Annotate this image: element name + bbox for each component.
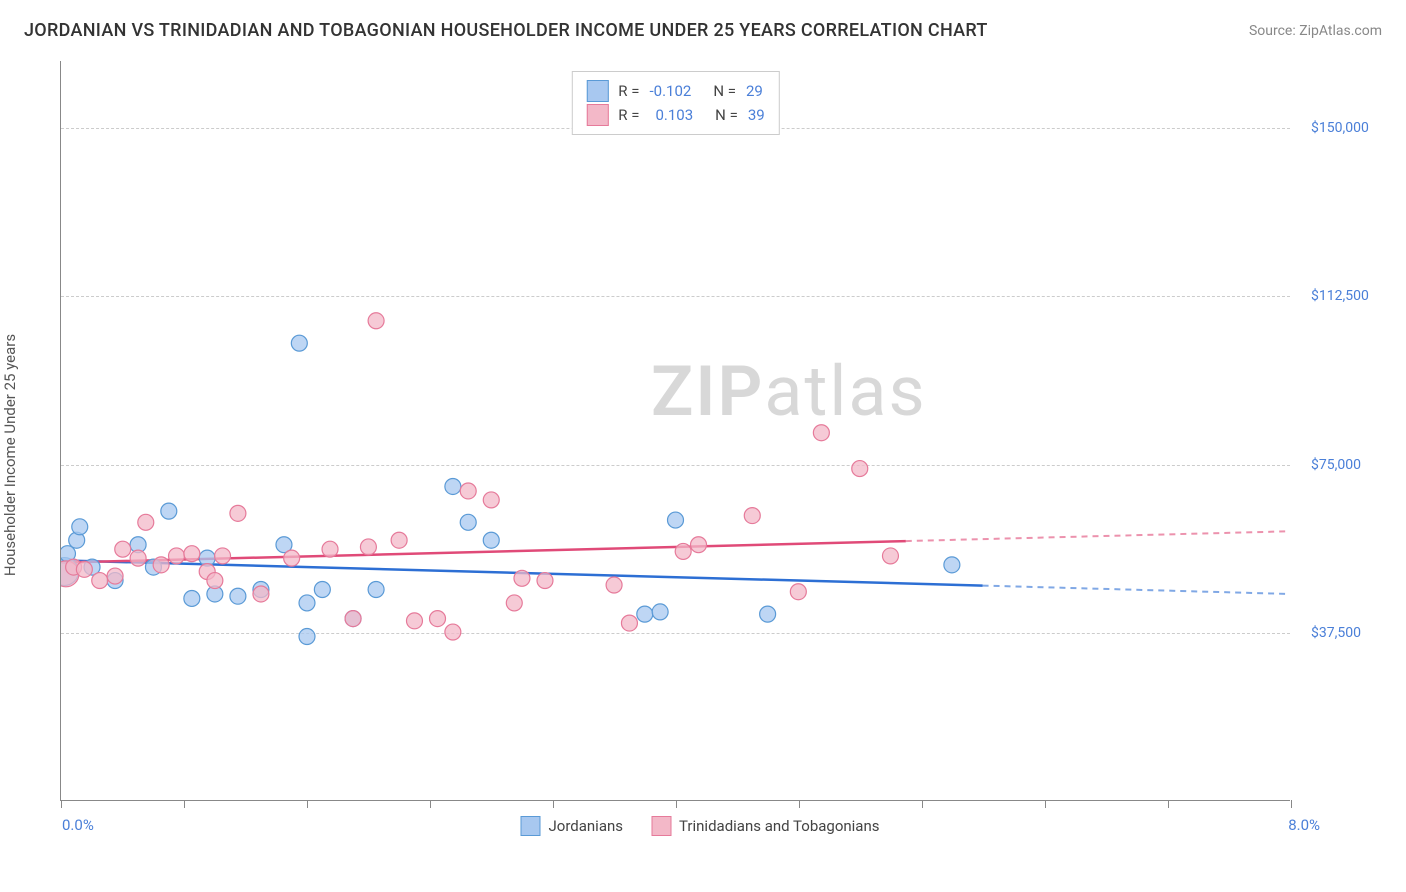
legend-bottom-swatch-blue [521,816,541,836]
x-tick [676,800,677,808]
data-point [72,519,88,535]
data-point [391,532,407,548]
trend-line-dashed [906,531,1290,541]
data-point [299,629,315,645]
legend-r-label-2: R = [618,106,639,124]
data-point [360,539,376,555]
data-point [322,541,338,557]
data-point [299,595,315,611]
y-tick-label: $112,500 [1311,288,1369,304]
legend-r-value-2: 0.103 [655,106,693,124]
data-point [207,573,223,589]
y-tick-label: $75,000 [1311,457,1361,473]
x-max-label: 8.0% [1288,816,1320,834]
legend-correlation: R = -0.102 N = 29 R = 0.103 N = 39 [571,71,779,135]
legend-swatch-pink [586,104,608,126]
data-point [284,550,300,566]
legend-bottom-label-2: Trinidadians and Tobagonians [679,817,879,835]
x-tick [922,800,923,808]
data-point [483,492,499,508]
x-tick [1291,800,1292,808]
legend-bottom: Jordanians Trinidadians and Tobagonians [521,816,880,836]
data-point [184,590,200,606]
x-tick [307,800,308,808]
data-point [637,606,653,622]
data-point [345,611,361,627]
data-point [107,568,123,584]
data-point [537,573,553,589]
data-point [153,557,169,573]
trend-line-dashed [983,586,1290,594]
data-point [161,503,177,519]
legend-swatch-blue [586,80,608,102]
data-point [253,586,269,602]
chart-container: Householder Income Under 25 years R = -0… [20,51,1380,841]
data-point [652,604,668,620]
x-min-label: 0.0% [62,816,94,834]
x-tick [1168,800,1169,808]
data-point [184,546,200,562]
data-point [882,548,898,564]
data-point [460,483,476,499]
y-tick-label: $150,000 [1311,120,1369,136]
data-point [668,512,684,528]
chart-title: JORDANIAN VS TRINIDADIAN AND TOBAGONIAN … [24,20,988,41]
data-point [744,508,760,524]
x-tick [1045,800,1046,808]
legend-n-label-1: N = [713,82,736,100]
chart-source: Source: ZipAtlas.com [1249,23,1382,39]
data-point [130,550,146,566]
data-point [506,595,522,611]
data-point [314,582,330,598]
data-point [606,577,622,593]
data-point [445,478,461,494]
data-point [944,557,960,573]
data-point [215,548,231,564]
x-tick [799,800,800,808]
y-tick-label: $37,500 [1311,625,1361,641]
data-point [460,514,476,530]
legend-n-label-2: N = [715,106,738,124]
data-point [430,611,446,627]
data-point [852,461,868,477]
legend-row-series-2: R = 0.103 N = 39 [586,104,764,126]
data-point [230,505,246,521]
data-point [483,532,499,548]
legend-bottom-label-1: Jordanians [549,817,624,835]
data-point [790,584,806,600]
data-point [230,588,246,604]
data-point [406,613,422,629]
data-point [92,573,108,589]
data-point [760,606,776,622]
legend-bottom-swatch-pink [651,816,671,836]
data-point [76,561,92,577]
data-point [115,541,131,557]
data-point [445,624,461,640]
data-point [621,615,637,631]
legend-bottom-item-2: Trinidadians and Tobagonians [651,816,879,836]
x-tick [430,800,431,808]
x-tick [553,800,554,808]
data-point [368,582,384,598]
data-point [368,313,384,329]
data-point [691,537,707,553]
plot-area: R = -0.102 N = 29 R = 0.103 N = 39 ZIPat… [60,61,1290,801]
data-point [813,425,829,441]
legend-row-series-1: R = -0.102 N = 29 [586,80,764,102]
legend-r-label-1: R = [618,82,639,100]
legend-n-value-2: 39 [748,106,765,124]
data-point [291,335,307,351]
data-point [138,514,154,530]
data-point [675,543,691,559]
x-tick [61,800,62,808]
legend-bottom-item-1: Jordanians [521,816,624,836]
data-point [514,570,530,586]
plot-svg [61,61,1290,800]
legend-r-value-1: -0.102 [649,82,691,100]
x-tick [184,800,185,808]
data-point [168,548,184,564]
y-axis-label: Householder Income Under 25 years [1,334,19,576]
legend-n-value-1: 29 [746,82,763,100]
